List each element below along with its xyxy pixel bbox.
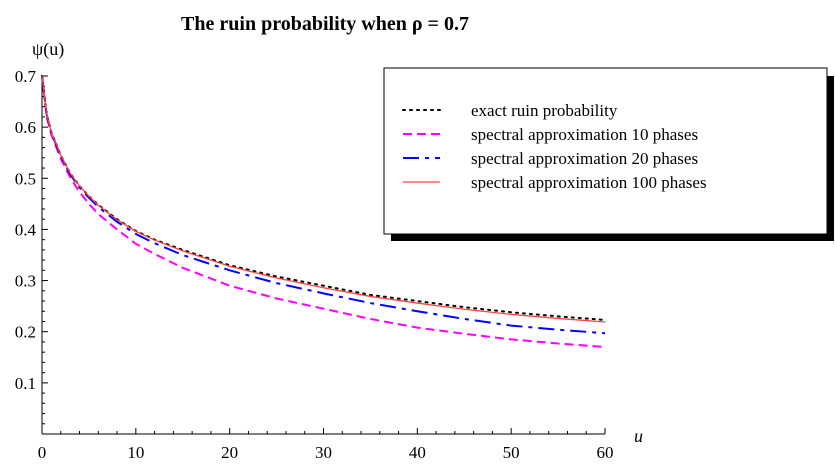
y-tick-label: 0.4 — [15, 220, 37, 239]
x-tick-label: 40 — [409, 443, 426, 462]
y-tick-label: 0.3 — [15, 272, 36, 291]
x-tick-label: 30 — [315, 443, 332, 462]
series-line-4 — [41, 75, 606, 323]
legend-label-2: spectral approximation 10 phases — [471, 125, 698, 144]
x-tick-label: 0 — [38, 443, 47, 462]
legend-label-1: exact ruin probability — [471, 101, 618, 120]
x-tick-label: 60 — [597, 443, 614, 462]
legend: exact ruin probability spectral approxima… — [383, 67, 834, 241]
series-layer — [41, 75, 606, 349]
x-axis-label: u — [634, 426, 643, 446]
chart-title: The ruin probability when ρ = 0.7 — [181, 13, 469, 35]
legend-label-4: spectral approximation 100 phases — [471, 173, 707, 192]
y-tick-label: 0.6 — [15, 118, 36, 137]
x-tick-label: 20 — [221, 443, 238, 462]
axes: 0 10 20 30 40 50 60 0.1 0.2 0.3 0.4 0.5 0.6 0.7 u ψ(u) — [15, 39, 643, 462]
y-axis-label: ψ(u) — [32, 39, 64, 60]
legend-label-3: spectral approximation 20 phases — [471, 149, 698, 168]
y-tick-label: 0.7 — [15, 67, 37, 86]
series-line-2 — [41, 75, 606, 349]
y-tick-label: 0.1 — [15, 374, 36, 393]
legend-box — [383, 67, 828, 235]
x-tick-label: 10 — [127, 443, 144, 462]
x-tick-label: 50 — [503, 443, 520, 462]
y-tick-label: 0.2 — [15, 323, 36, 342]
y-tick-label: 0.5 — [15, 169, 36, 188]
